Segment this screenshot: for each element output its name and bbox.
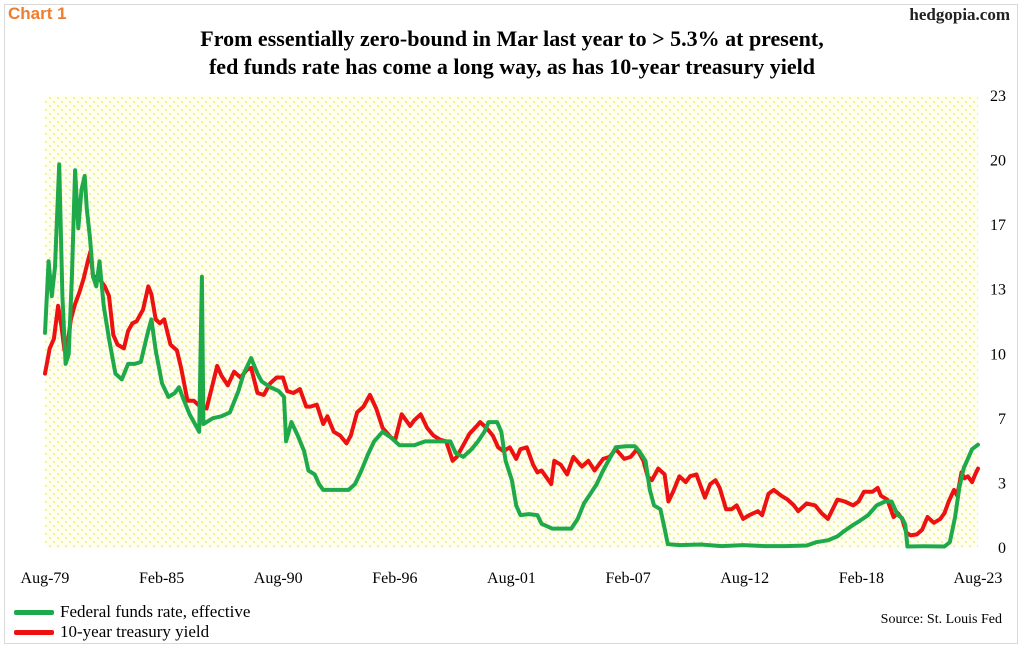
y-tick-label: 17 (990, 217, 1006, 234)
x-tick-label: Aug-23 (954, 570, 1003, 587)
legend-item-treasury: 10-year treasury yield (14, 622, 250, 642)
brand-name: hedgopia.com (909, 5, 1010, 24)
series-layer (43, 162, 980, 549)
source-note: Source: St. Louis Fed (880, 612, 1002, 627)
x-tick-label: Feb-18 (839, 570, 884, 587)
x-tick-label: Aug-90 (254, 570, 303, 587)
legend-swatch-treasury (14, 629, 54, 635)
y-tick-label: 20 (990, 153, 1006, 170)
x-tick-label: Feb-85 (139, 570, 184, 587)
x-tick-label: Aug-12 (720, 570, 769, 587)
y-tick-label: 3 (998, 475, 1006, 492)
legend: Federal funds rate, effective 10-year tr… (14, 602, 250, 642)
legend-label-fed-funds: Federal funds rate, effective (60, 602, 251, 621)
chart-title-line-1: From essentially zero-bound in Mar last … (200, 26, 824, 51)
chart-frame (4, 4, 1018, 644)
series-line-fed-funds (43, 162, 980, 549)
x-tick-label: Aug-01 (487, 570, 536, 587)
x-tick-label: Aug-79 (21, 570, 70, 587)
chart-number-label: Chart 1 (8, 4, 67, 23)
x-tick-label: Feb-07 (605, 570, 650, 587)
chart-title-line-2: fed funds rate has come a long way, as h… (208, 54, 815, 79)
x-tick-label: Feb-96 (372, 570, 417, 587)
legend-item-fed-funds: Federal funds rate, effective (14, 602, 250, 622)
legend-label-treasury: 10-year treasury yield (60, 622, 210, 641)
y-tick-label: 23 (990, 88, 1006, 105)
x-axis: Aug-79 Feb-85 Aug-90 Feb-96 Aug-01 Feb-07 Aug-… (21, 570, 1003, 587)
legend-swatch-fed-funds (14, 609, 54, 615)
y-tick-label: 0 (998, 540, 1006, 557)
y-tick-label: 13 (990, 282, 1006, 299)
y-tick-label: 7 (998, 411, 1006, 428)
chart-title: From essentially zero-bound in Mar last … (0, 25, 1024, 81)
y-axis: 0 3 7 10 13 17 20 23 (990, 88, 1006, 557)
y-tick-label: 10 (990, 346, 1006, 363)
series-line-treasury (43, 249, 980, 538)
